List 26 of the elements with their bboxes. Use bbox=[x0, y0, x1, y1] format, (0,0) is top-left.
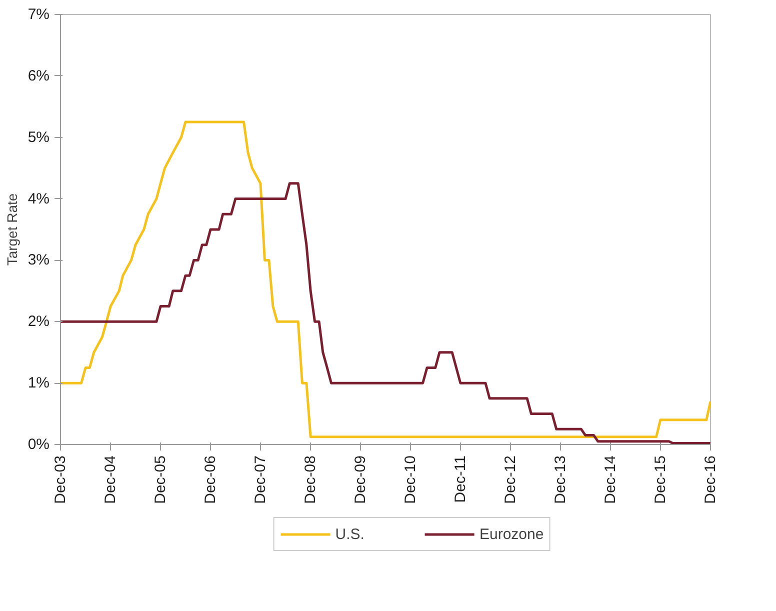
y-tick-label: 1% bbox=[28, 374, 50, 392]
y-tick-label: 5% bbox=[28, 128, 50, 146]
x-tick-label: Dec-06 bbox=[202, 455, 220, 504]
x-tick-label: Dec-10 bbox=[402, 455, 419, 504]
x-tick-label: Dec-13 bbox=[552, 455, 569, 504]
x-tick-label: Dec-15 bbox=[652, 455, 669, 504]
x-tick-label: Dec-16 bbox=[702, 455, 719, 504]
x-tick-label: Dec-11 bbox=[452, 455, 469, 503]
x-tick-label: Dec-04 bbox=[102, 455, 120, 504]
y-tick-label: 3% bbox=[28, 252, 50, 269]
y-tick-label: 2% bbox=[28, 313, 50, 330]
x-tick-label: Dec-07 bbox=[252, 455, 269, 504]
x-tick-label: Dec-08 bbox=[302, 455, 320, 504]
y-axis-title: Target Rate bbox=[4, 193, 20, 266]
legend-label: U.S. bbox=[335, 526, 364, 542]
y-tick-label: 4% bbox=[28, 190, 50, 208]
line-series bbox=[60, 120, 710, 438]
y-tick-label: 0% bbox=[28, 436, 50, 453]
x-tick-label: Dec-09 bbox=[352, 455, 370, 504]
x-tick-label: Dec-05 bbox=[152, 455, 170, 504]
x-tick-label: Dec-03 bbox=[52, 455, 69, 504]
x-tick-label: Dec-14 bbox=[602, 455, 619, 504]
y-tick-label: 7% bbox=[28, 6, 50, 23]
x-tick-label: Dec-12 bbox=[502, 455, 520, 504]
legend-label: Eurozone bbox=[479, 526, 544, 542]
y-tick-label: 6% bbox=[28, 67, 50, 84]
